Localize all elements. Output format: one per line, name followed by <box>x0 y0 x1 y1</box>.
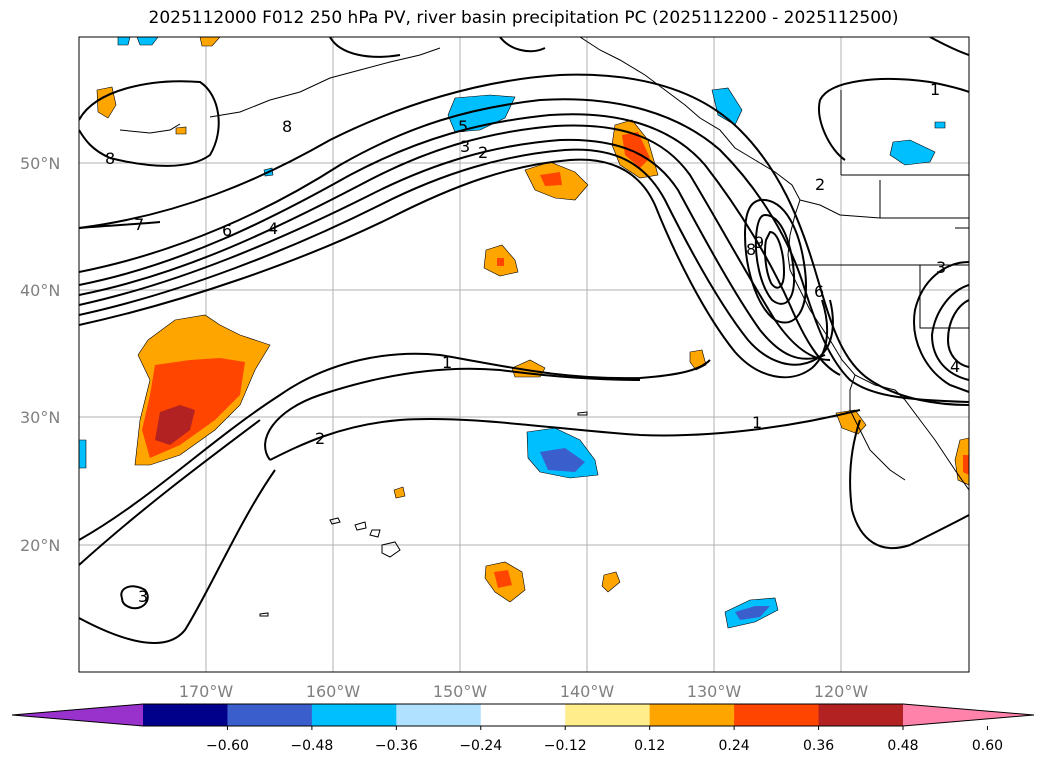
contour-label: 1 <box>930 80 940 99</box>
contour-label: 6 <box>814 282 824 301</box>
longitude-labels: 170°W 160°W 150°W 140°W 130°W 120°W <box>179 682 869 701</box>
colorbar-segment <box>818 704 904 726</box>
colorbar: −0.60 −0.48 −0.36 −0.24 −0.12 0.12 0.24 0.36 0.4… <box>11 703 1035 754</box>
precip-negative-area <box>540 448 585 472</box>
colorbar-extend-min <box>12 704 143 726</box>
precip-negative-area <box>117 37 131 46</box>
colorbar-tick-label: 0.24 <box>719 738 750 754</box>
precip-positive-area <box>540 172 562 186</box>
precip-negative-area <box>735 606 770 620</box>
lat-label: 20°N <box>20 536 60 555</box>
contour-label: 6 <box>222 221 232 240</box>
colorbar-tick-label: 0.60 <box>972 738 1003 754</box>
colorbar-segment <box>480 704 566 726</box>
precip-positive-area <box>393 486 406 499</box>
precip-positive-area <box>96 86 117 119</box>
precip-negative-area <box>934 121 946 129</box>
contour-label: 2 <box>478 143 488 162</box>
contour-label: 8 <box>282 117 292 136</box>
contour-label: 3 <box>936 258 946 277</box>
contour-label: 4 <box>268 219 278 238</box>
colorbar-tick-label: 0.48 <box>887 738 918 754</box>
colorbar-segment <box>311 704 397 726</box>
contour-label: 2 <box>315 429 325 448</box>
colorbar-tick-label: −0.24 <box>459 738 502 754</box>
contour-label: 1 <box>442 353 452 372</box>
coastlines <box>119 37 969 617</box>
precip-negative-area <box>79 439 87 469</box>
colorbar-segment <box>565 704 651 726</box>
colorbar-tick-label: 0.12 <box>634 738 665 754</box>
contour-label: 8 <box>105 149 115 168</box>
precip-shading <box>79 37 969 629</box>
lon-label: 140°W <box>560 682 615 701</box>
colorbar-extend-max <box>903 704 1034 726</box>
lat-label: 50°N <box>20 154 60 173</box>
colorbar-segment <box>143 704 228 726</box>
lon-label: 150°W <box>433 682 488 701</box>
map-title: 2025112000 F012 250 hPa PV, river basin … <box>148 8 899 28</box>
contour-label: 5 <box>458 117 468 136</box>
lon-label: 170°W <box>179 682 234 701</box>
precip-positive-area <box>175 126 187 135</box>
contour-labels: 1 1 1 2 2 3 3 4 4 5 6 6 7 8 8 8 9 2 3 <box>105 80 960 606</box>
contour-label: 9 <box>754 233 764 252</box>
colorbar-segment <box>734 704 820 726</box>
colorbar-tick-label: 0.36 <box>803 738 834 754</box>
latitude-labels: 50°N 40°N 30°N 20°N <box>20 154 60 555</box>
colorbar-tick-label: −0.12 <box>544 738 587 754</box>
colorbar-tick-label: −0.60 <box>206 738 249 754</box>
contour-label: 3 <box>460 137 470 156</box>
map-border <box>78 36 970 673</box>
contour-label: 7 <box>134 215 144 234</box>
contour-label: 8 <box>746 240 756 259</box>
contour-label: 1 <box>752 413 762 432</box>
lon-label: 160°W <box>306 682 361 701</box>
colorbar-outline <box>11 703 1035 727</box>
contour-label: 4 <box>950 357 960 376</box>
precip-positive-area <box>199 37 221 47</box>
colorbar-segment <box>227 704 313 726</box>
precip-positive-area <box>155 405 195 445</box>
precip-negative-area <box>136 37 159 46</box>
colorbar-tick-label: −0.48 <box>290 738 333 754</box>
precip-positive-area <box>601 571 621 593</box>
precip-negative-area <box>889 139 936 166</box>
contour-label: 2 <box>815 175 825 194</box>
colorbar-segment <box>649 704 735 726</box>
colorbar-segment <box>396 704 482 726</box>
lon-label: 130°W <box>687 682 742 701</box>
precip-positive-area <box>963 455 969 475</box>
precip-positive-area <box>497 258 504 266</box>
precip-positive-area <box>622 132 650 168</box>
precip-positive-area <box>494 570 512 588</box>
pv-contours <box>79 37 969 644</box>
lat-label: 40°N <box>20 281 60 300</box>
lon-label: 120°W <box>814 682 869 701</box>
colorbar-tick-label: −0.36 <box>375 738 418 754</box>
lat-label: 30°N <box>20 408 60 427</box>
contour-label: 3 <box>138 587 148 606</box>
